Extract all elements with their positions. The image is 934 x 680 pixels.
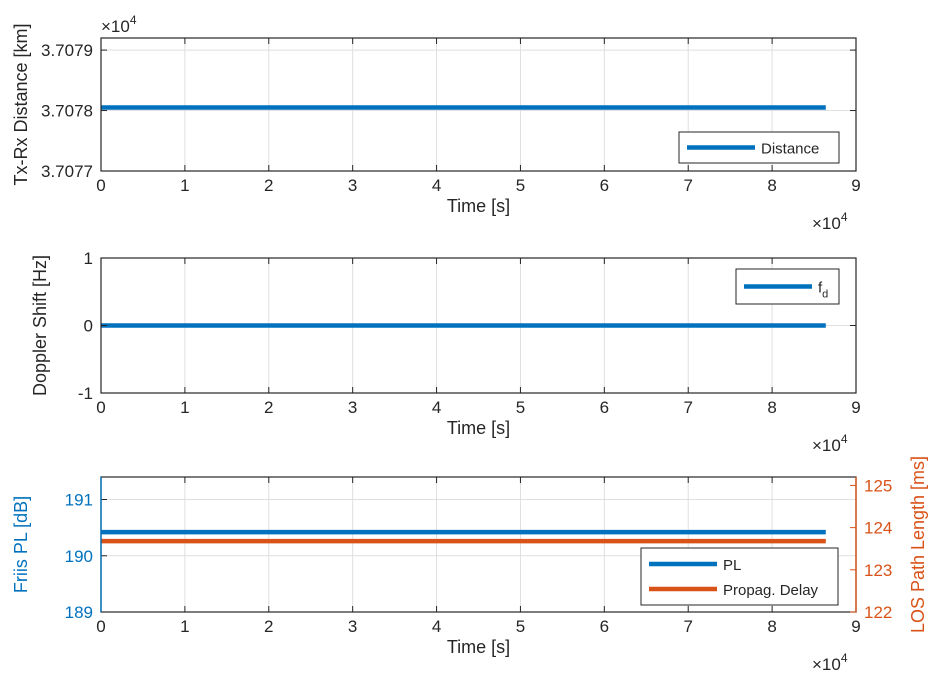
x-tick-label: 6: [600, 398, 609, 417]
legend-label-1: fd: [818, 280, 828, 301]
x-tick-label: 5: [516, 617, 525, 636]
x-tick-label: 6: [600, 617, 609, 636]
legend-label-1: Distance: [761, 141, 819, 158]
x-tick-label: 1: [180, 176, 189, 195]
x-tick-label: 0: [96, 176, 105, 195]
x-axis-label: Time [s]: [447, 418, 510, 438]
legend: fd: [735, 268, 840, 305]
right-y-axis-label: LOS Path Length [ms]: [908, 456, 928, 633]
x-tick-label: 1: [180, 398, 189, 417]
y-tick-label: 191: [65, 491, 93, 510]
x-exponent-label: ×104: [812, 432, 848, 455]
x-tick-label: 9: [851, 617, 860, 636]
x-tick-label: 5: [516, 398, 525, 417]
right-y-tick-label: 122: [864, 603, 892, 622]
legend: Distance: [678, 131, 840, 164]
x-tick-label: 8: [767, 176, 776, 195]
x-tick-label: 5: [516, 176, 525, 195]
y-axis-label: Tx-Rx Distance [km]: [11, 23, 31, 185]
right-y-tick-label: 124: [864, 519, 892, 538]
y-tick-label: 190: [65, 547, 93, 566]
right-y-tick-label: 125: [864, 476, 892, 495]
axes-box: [100, 37, 857, 172]
y-tick-label: 3.7077: [41, 162, 93, 181]
x-tick-label: 7: [683, 176, 692, 195]
x-tick-label: 3: [348, 176, 357, 195]
y-exponent-label: ×104: [101, 13, 137, 36]
x-exponent-label: ×104: [812, 210, 848, 233]
x-axis-label: Time [s]: [447, 196, 510, 216]
y-axis-label: Friis PL [dB]: [11, 496, 31, 593]
x-tick-label: 3: [348, 617, 357, 636]
x-tick-label: 8: [767, 398, 776, 417]
y-tick-label: 0: [84, 317, 93, 336]
x-tick-label: 3: [348, 398, 357, 417]
x-tick-label: 9: [851, 398, 860, 417]
x-tick-label: 2: [264, 398, 273, 417]
x-tick-label: 8: [767, 617, 776, 636]
y-tick-label: -1: [78, 384, 93, 403]
legend-box: [640, 547, 839, 606]
y-tick-label: 3.7079: [41, 41, 93, 60]
right-y-tick-label: 123: [864, 561, 892, 580]
x-tick-label: 1: [180, 617, 189, 636]
y-tick-label: 3.7078: [41, 102, 93, 121]
x-tick-label: 4: [432, 617, 441, 636]
y-axis-label: Doppler Shift [Hz]: [30, 255, 50, 396]
x-tick-label: 4: [432, 398, 441, 417]
subplot-1: 0 1 2 3 4 5 6 7 8 9 3.7077 3.7078 3.7079 Time [s] Tx-R…: [11, 13, 861, 233]
x-tick-label: 2: [264, 176, 273, 195]
x-tick-label: 9: [851, 176, 860, 195]
y-tick-label: 1: [84, 249, 93, 268]
x-tick-label: 2: [264, 617, 273, 636]
legend-label-2: Propag. Delay: [723, 582, 819, 599]
x-tick-label: 7: [683, 617, 692, 636]
x-tick-label: 6: [600, 176, 609, 195]
x-axis-label: Time [s]: [447, 637, 510, 657]
x-tick-label: 0: [96, 617, 105, 636]
x-tick-label: 7: [683, 398, 692, 417]
x-tick-label: 4: [432, 176, 441, 195]
x-tick-label: 0: [96, 398, 105, 417]
y-tick-label: 189: [65, 603, 93, 622]
x-exponent-label: ×104: [812, 651, 848, 674]
legend: PL Propag. Delay: [640, 547, 839, 606]
legend-label-1: PL: [723, 557, 741, 574]
